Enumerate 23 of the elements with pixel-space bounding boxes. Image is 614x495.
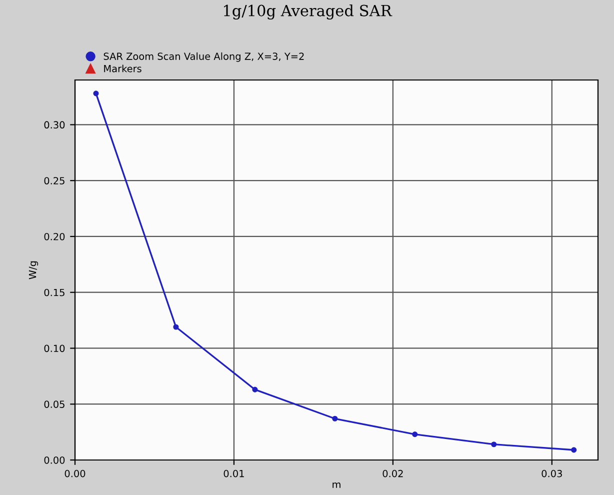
y-tick-label: 0.00 xyxy=(44,456,65,464)
point xyxy=(173,324,179,330)
y-tick-label: 0.20 xyxy=(44,232,65,240)
x-axis-title: m xyxy=(332,482,340,488)
point xyxy=(491,442,497,448)
point xyxy=(571,447,577,453)
point xyxy=(252,386,258,392)
y-axis-title: W/g xyxy=(28,261,38,280)
x-tick-label: 0.01 xyxy=(224,470,244,478)
y-tick-label: 0.05 xyxy=(44,400,64,408)
y-tick-label: 0.15 xyxy=(44,288,64,296)
point xyxy=(412,432,418,438)
point xyxy=(332,416,338,422)
chart-title: 1g/10g Averaged SAR xyxy=(224,4,392,20)
y-tick-label: 0.10 xyxy=(44,344,65,352)
x-tick-label: 0.02 xyxy=(382,470,403,478)
point xyxy=(93,90,99,96)
y-tick-label: 0.30 xyxy=(44,121,65,129)
x-tick-label: 0.00 xyxy=(64,470,86,478)
legend-label: Markers xyxy=(104,64,142,72)
legend-label: SAR Zoom Scan Value Along Z, X=3, Y=2 xyxy=(104,52,304,62)
y-tick-label: 0.25 xyxy=(44,177,64,184)
x-tick-label: 0.03 xyxy=(542,470,562,478)
